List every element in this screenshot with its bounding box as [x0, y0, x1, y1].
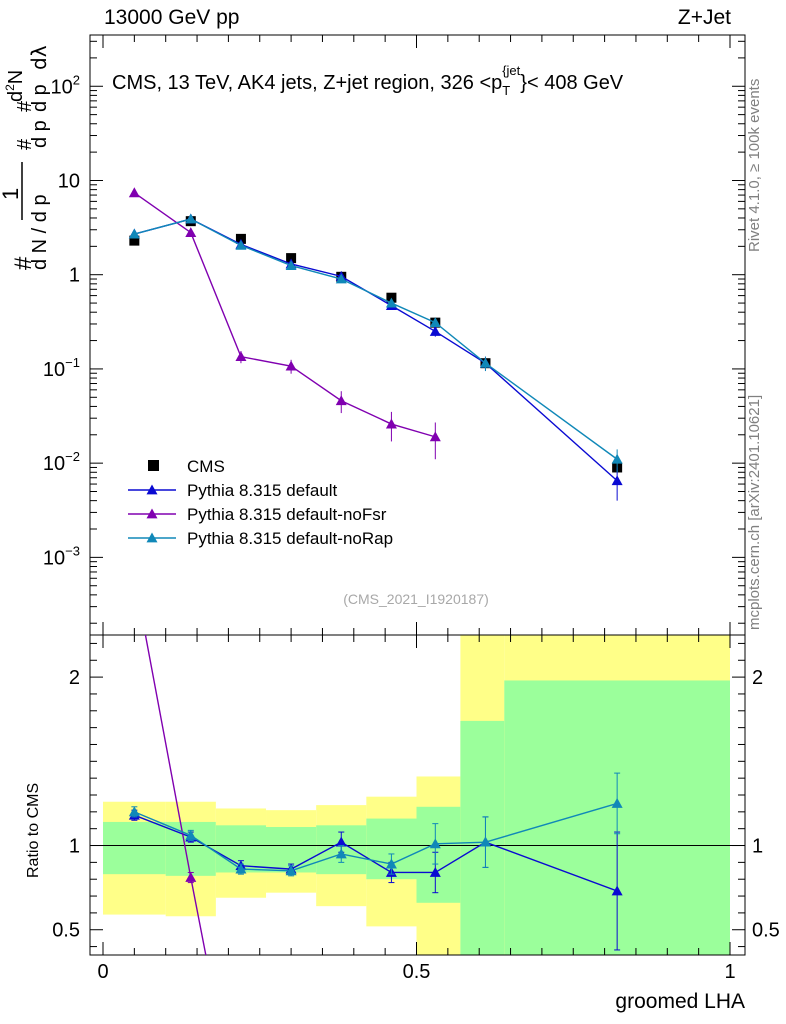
- ratio-panel: 0.5 0.5 1 1 2 2 0 0.5 1: [52, 634, 780, 983]
- x-tick-label: 0: [97, 961, 108, 983]
- data-point: [429, 431, 441, 442]
- ylabel-dlambda: dλ: [27, 45, 51, 70]
- legend: CMS Pythia 8.315 default Pythia 8.315 defa…: [128, 457, 393, 548]
- ratio-ytick-label-right: 0.5: [752, 920, 780, 942]
- ratio-point: [185, 872, 197, 882]
- process-label: Z+Jet: [677, 6, 731, 29]
- ratio-ylabel: Ratio to CMS: [25, 783, 42, 878]
- ratio-point: [611, 885, 623, 896]
- legend-label: CMS: [187, 457, 225, 476]
- data-point: [385, 418, 397, 429]
- legend-item: Pythia 8.315 default: [128, 481, 338, 500]
- data-point: [479, 357, 491, 368]
- band-green: [416, 806, 461, 903]
- ratio-point: [385, 858, 397, 869]
- ratio-ytick-label: 0.5: [52, 920, 80, 942]
- main-ytick-label: 10: [58, 170, 80, 192]
- series-line: [134, 218, 618, 460]
- data-point: [128, 228, 140, 239]
- main-ytick-label: 10−3: [43, 543, 80, 569]
- ratio-point: [285, 865, 297, 876]
- data-point: [185, 227, 197, 237]
- legend-marker: [148, 460, 159, 471]
- data-point: [385, 297, 397, 308]
- ratio-point: [235, 863, 247, 874]
- ratio-series-clip: [128, 635, 623, 955]
- main-ytick-label: 10−2: [43, 449, 80, 475]
- ylabel-dpt2: d p: [29, 84, 51, 112]
- legend-label: Pythia 8.315 default-noRap: [187, 529, 393, 548]
- plot-title-close: }: [520, 72, 527, 94]
- plot-title-tail: < 408 GeV: [527, 72, 624, 94]
- ratio-pythia-8-315-default-nofsr: [144, 635, 207, 955]
- ylabel-dn-dpt: d N / d p: [29, 194, 51, 270]
- ratio-point: [335, 836, 347, 847]
- series-pythia-8-315-default-nofsr: [128, 187, 441, 460]
- ratio-ytick-label: 1: [69, 836, 80, 858]
- energy-label: 13000 GeV pp: [104, 6, 240, 29]
- data-point: [611, 475, 623, 486]
- plot-title-sup: {jet: [502, 63, 520, 78]
- ylabel-one: 1: [0, 188, 23, 200]
- ratio-point: [335, 848, 347, 859]
- data-point: [611, 453, 623, 464]
- ratio-point: [185, 829, 197, 840]
- legend-marker: [146, 532, 158, 543]
- main-series-layer: [128, 187, 623, 501]
- legend-item: CMS: [148, 457, 225, 476]
- main-ytick-label: 10−1: [43, 355, 80, 381]
- plot-title-sub: T: [502, 83, 510, 98]
- data-point: [185, 213, 197, 224]
- data-point: [235, 351, 247, 362]
- ratio-point: [128, 806, 140, 817]
- legend-item: Pythia 8.315 default-noRap: [128, 529, 393, 548]
- series-line: [133, 192, 436, 438]
- plot-title-main: CMS, 13 TeV, AK4 jets, Z+jet region, 326…: [112, 72, 502, 94]
- ratio-ytick-label: 2: [69, 667, 80, 689]
- main-ylabel: # 1 d N / d p # d p # d p d2N dλ: [0, 45, 51, 270]
- legend-item: Pythia 8.315 default-noFsr: [128, 505, 387, 524]
- ratio-ytick-label-right: 1: [752, 836, 763, 858]
- main-panel: 102 10 1 10−1 10−2 10−3: [43, 34, 746, 636]
- data-point: [285, 360, 297, 371]
- data-point: [429, 325, 441, 336]
- ratio-point: [611, 797, 623, 808]
- x-tick-label: 1: [724, 961, 735, 983]
- ylabel-hash-3: #: [14, 100, 36, 112]
- data-point: [286, 253, 297, 264]
- band-green: [103, 821, 166, 875]
- series-pythia-8-315-default-norap: [128, 213, 623, 473]
- ylabel-hash-2: #: [14, 138, 36, 150]
- ratio-ytick-label-right: 2: [752, 667, 763, 689]
- ylabel-dpt: d p: [29, 120, 51, 148]
- ylabel-hash-1: #: [10, 256, 37, 270]
- ratio-point: [429, 866, 441, 877]
- data-point: [285, 260, 297, 270]
- data-point: [429, 317, 441, 328]
- legend-label: Pythia 8.315 default: [187, 481, 338, 500]
- ratio-pythia-8-315-default-norap: [128, 772, 623, 877]
- band-green: [460, 720, 505, 955]
- main-ytick-label: 1: [69, 265, 80, 287]
- plot-title: CMS, 13 TeV, AK4 jets, Z+jet region, 326…: [112, 63, 624, 98]
- legend-marker: [146, 508, 158, 519]
- series-cms: [129, 216, 623, 473]
- ratio-point: [479, 836, 491, 847]
- data-point: [335, 273, 347, 284]
- analysis-watermark: (CMS_2021_I1920187): [343, 591, 489, 607]
- main-ytick-label: 102: [51, 72, 80, 98]
- data-point: [235, 239, 247, 250]
- ylabel-d2n: d2N: [3, 70, 27, 102]
- ratio-series-layer: [128, 635, 623, 955]
- data-point: [128, 187, 140, 198]
- legend-label: Pythia 8.315 default-noFsr: [187, 505, 387, 524]
- x-axis-label: groomed LHA: [615, 990, 745, 1013]
- series-line: [134, 218, 618, 482]
- data-point: [129, 235, 140, 246]
- legend-marker: [146, 484, 158, 495]
- ratio-point: [429, 838, 441, 849]
- x-tick-label: 0.5: [403, 961, 431, 983]
- data-point: [335, 395, 347, 406]
